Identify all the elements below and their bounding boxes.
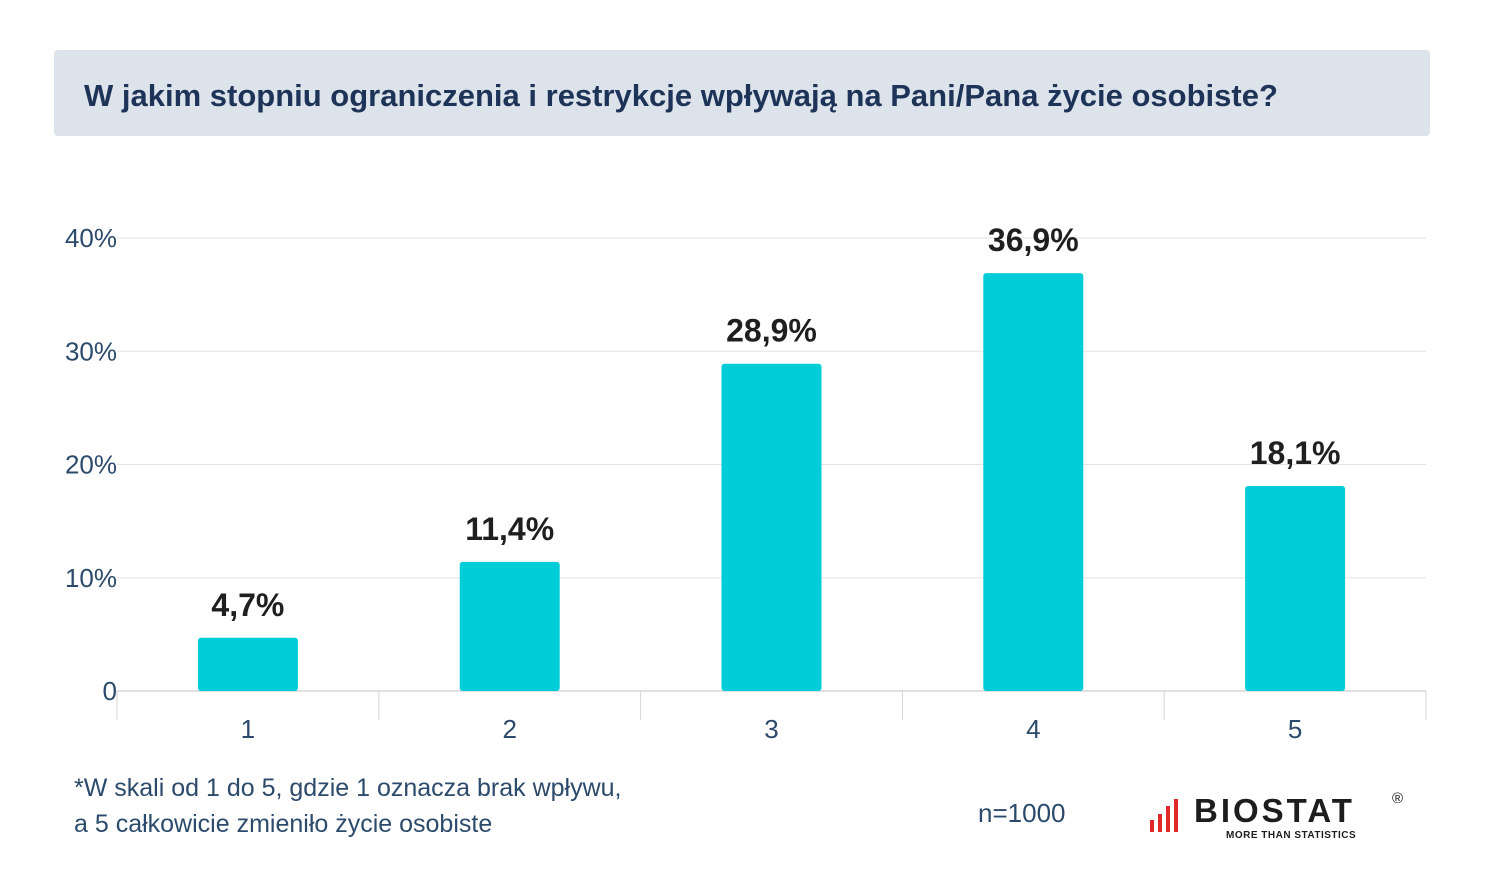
y-tick-label: 0 [103, 676, 117, 706]
logo-registered-mark: ® [1392, 790, 1404, 807]
x-tick-label: 4 [1026, 714, 1040, 744]
x-tick-label: 1 [241, 714, 255, 744]
data-label: 4,7% [211, 587, 284, 623]
data-label: 11,4% [465, 511, 554, 547]
y-tick-label: 20% [65, 450, 117, 480]
bar-1 [197, 637, 298, 691]
data-label: 28,9% [726, 313, 817, 349]
sample-size: n=1000 [978, 798, 1066, 828]
bar-4 [983, 273, 1084, 691]
footnote-line-2: a 5 całkowicie zmieniło życie osobiste [74, 810, 493, 838]
data-label: 18,1% [1250, 435, 1341, 471]
biostat-logo: BIOSTAT ® MORE THAN STATISTICS [1148, 790, 1413, 846]
data-label: 36,9% [988, 222, 1079, 258]
y-tick-label: 10% [65, 563, 117, 593]
chart-title: W jakim stopniu ograniczenia i restrykcj… [84, 78, 1278, 113]
bar-3 [721, 363, 822, 691]
logo-name: BIOSTAT [1194, 792, 1355, 829]
logo-tagline: MORE THAN STATISTICS [1226, 830, 1357, 841]
x-tick-label: 5 [1288, 714, 1302, 744]
bar-2 [459, 561, 560, 691]
footnote: *W skali od 1 do 5, gdzie 1 oznacza brak… [74, 770, 622, 842]
title-banner: W jakim stopniu ograniczenia i restrykcj… [54, 50, 1430, 136]
x-tick-label: 2 [502, 714, 516, 744]
footnote-line-1: *W skali od 1 do 5, gdzie 1 oznacza brak… [74, 774, 622, 802]
bar-5 [1245, 486, 1346, 691]
x-tick-label: 3 [764, 714, 778, 744]
logo-bars-icon [1150, 799, 1178, 832]
y-tick-label: 40% [65, 223, 117, 253]
y-tick-label: 30% [65, 336, 117, 366]
